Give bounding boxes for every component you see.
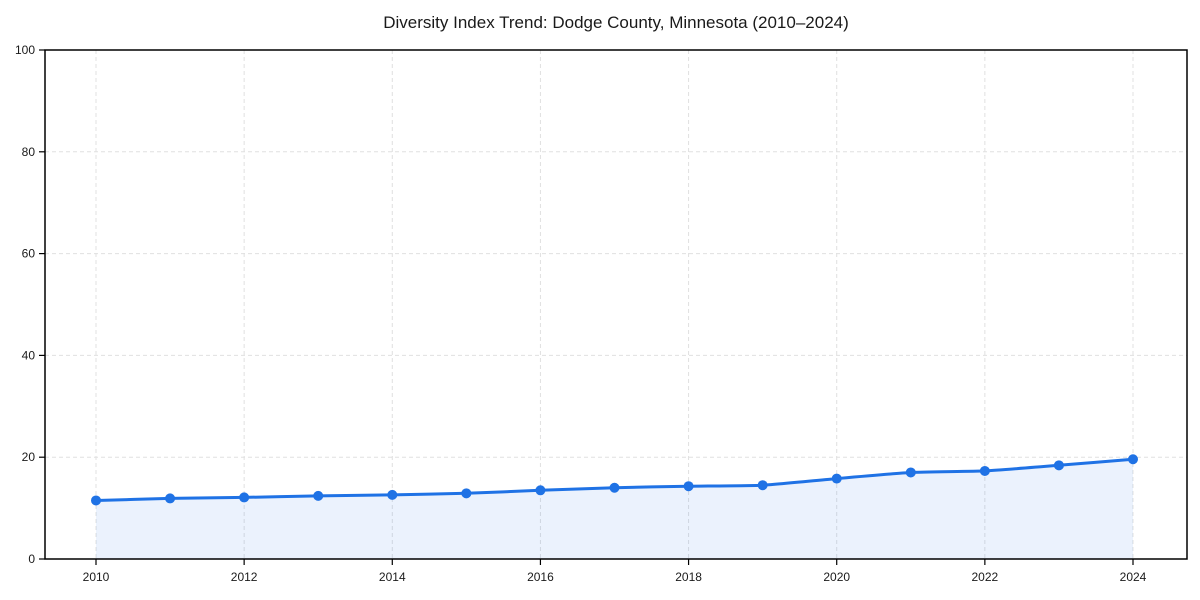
data-point-marker xyxy=(239,492,250,503)
data-point-marker xyxy=(905,467,916,478)
y-tick-label: 40 xyxy=(22,348,36,362)
x-tick-label: 2016 xyxy=(527,570,554,584)
x-tick-label: 2010 xyxy=(83,570,110,584)
data-point-marker xyxy=(1053,460,1064,471)
x-tick-label: 2022 xyxy=(972,570,999,584)
data-point-marker xyxy=(165,493,176,504)
x-tick-label: 2024 xyxy=(1120,570,1147,584)
x-tick-label: 2012 xyxy=(231,570,258,584)
y-tick-label: 100 xyxy=(15,43,35,57)
data-point-marker xyxy=(461,488,472,499)
y-tick-label: 80 xyxy=(22,145,36,159)
x-tick-label: 2020 xyxy=(823,570,850,584)
data-point-marker xyxy=(757,480,768,491)
data-point-marker xyxy=(387,489,398,500)
area-fill xyxy=(96,459,1133,559)
data-point-marker xyxy=(535,485,546,496)
data-point-marker xyxy=(1128,454,1138,465)
data-point-marker xyxy=(979,465,990,476)
x-tick-label: 2018 xyxy=(675,570,702,584)
y-tick-label: 60 xyxy=(22,247,36,261)
y-tick-label: 0 xyxy=(28,552,35,566)
data-point-marker xyxy=(91,495,101,506)
x-tick-label: 2014 xyxy=(379,570,406,584)
data-point-marker xyxy=(831,473,842,484)
plot-border xyxy=(44,49,1188,560)
data-point-marker xyxy=(683,481,694,492)
data-point-marker xyxy=(609,482,620,493)
chart-title: Diversity Index Trend: Dodge County, Min… xyxy=(383,13,849,32)
data-point-marker xyxy=(313,490,324,501)
y-tick-label: 20 xyxy=(22,450,36,464)
